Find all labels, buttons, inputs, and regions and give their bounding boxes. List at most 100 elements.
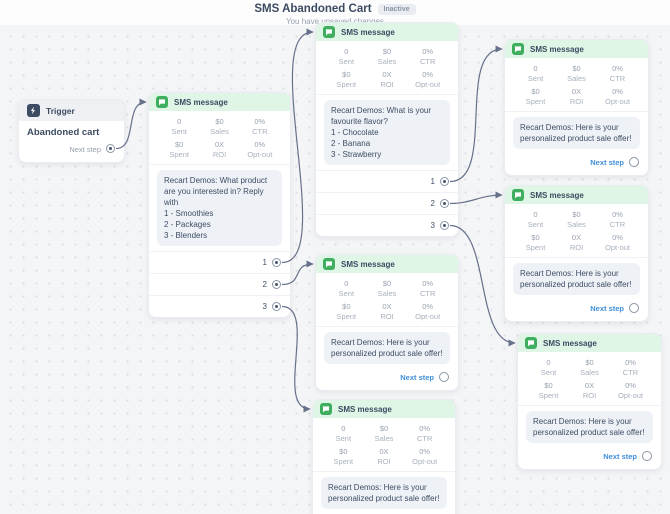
sms-node[interactable]: SMS message 0 Sent $0 Sales 0% CTR $0 Spent 0X RO… [504, 39, 649, 176]
next-step-row[interactable]: Next step [505, 300, 648, 321]
next-step-row[interactable]: Next step [316, 369, 458, 390]
stat-cell: 0% CTR [419, 47, 436, 66]
sms-node-header: SMS message [313, 400, 455, 418]
output-label: 1 [262, 258, 267, 267]
sms-node-header: SMS message [316, 23, 458, 41]
stat-cell: 0% CTR [609, 64, 626, 83]
sms-node-header: SMS message [505, 40, 648, 58]
output-label: 3 [430, 221, 435, 230]
sms-node-header: SMS message [505, 186, 648, 204]
trigger-node[interactable]: Trigger Abandoned cart Next step [18, 99, 125, 163]
stat-cell: 0% CTR [419, 279, 436, 298]
output-label: 1 [430, 177, 435, 186]
sms-message-icon [323, 258, 335, 270]
sms-message-text: Recart Demos: Here is your personalized … [526, 411, 653, 443]
trigger-next-step[interactable]: Next step [19, 140, 124, 162]
stat-cell: 0 Sent [335, 424, 352, 443]
stat-cell: 0 Sent [338, 47, 355, 66]
sms-stats: 0 Sent $0 Sales 0% CTR $0 Spent 0X ROI 0% Opt-out [505, 58, 648, 112]
stat-cell: 0X ROI [212, 140, 227, 159]
sms-node-title: SMS message [174, 97, 228, 107]
stat-cell: 0X ROI [380, 302, 394, 321]
unsaved-changes-note: You have unsaved changes [285, 17, 384, 26]
output-port[interactable] [642, 451, 652, 461]
stat-cell: 0X ROI [582, 381, 597, 400]
sms-node[interactable]: SMS message 0 Sent $0 Sales 0% CTR $0 Spent 0X RO… [312, 399, 456, 514]
output-row[interactable]: 2 [149, 273, 290, 295]
next-step-label: Next step [400, 372, 434, 382]
status-badge: Inactive [377, 3, 416, 15]
stat-cell: $0 Sales [567, 64, 586, 83]
output-port[interactable] [272, 280, 281, 289]
output-port[interactable] [440, 177, 449, 186]
stat-cell: $0 Spent [538, 381, 559, 400]
output-row[interactable]: 1 [316, 170, 458, 192]
sms-message-icon [156, 96, 168, 108]
sms-message-icon [512, 43, 524, 55]
stat-cell: 0% CTR [609, 210, 626, 229]
output-port[interactable] [629, 303, 639, 313]
lightning-bolt-icon [27, 104, 40, 117]
flow-title: SMS Abandoned Cart [254, 3, 372, 15]
output-row[interactable]: 3 [316, 214, 458, 236]
sms-message-text: Recart Demos: Here is your personalized … [513, 263, 640, 295]
sms-node-title: SMS message [530, 44, 584, 54]
stat-cell: $0 Sales [580, 358, 599, 377]
output-port[interactable] [439, 372, 449, 382]
stat-cell: 0X ROI [377, 447, 391, 466]
output-port[interactable] [272, 258, 281, 267]
stat-cell: 0% Opt-out [415, 302, 441, 321]
sms-stats: 0 Sent $0 Sales 0% CTR $0 Spent 0X ROI 0% Opt-out [505, 204, 648, 258]
sms-message-text: Recart Demos: What is your favourite fla… [324, 100, 450, 165]
output-port[interactable] [629, 157, 639, 167]
stat-cell: $0 Sales [567, 210, 586, 229]
next-step-label: Next step [603, 451, 637, 461]
stat-cell: 0% Opt-out [604, 87, 630, 106]
sms-message-text: Recart Demos: Here is your personalized … [513, 117, 640, 149]
stat-cell: $0 Sales [210, 117, 229, 136]
stat-cell: $0 Spent [336, 70, 357, 89]
next-step-label: Next step [590, 157, 624, 167]
stat-cell: 0% CTR [252, 117, 268, 136]
stat-cell: 0 Sent [338, 279, 355, 298]
flow-header: SMS Abandoned Cart Inactive You have uns… [0, 0, 670, 26]
stat-cell: 0 Sent [527, 210, 544, 229]
stat-cell: 0% Opt-out [412, 447, 438, 466]
stat-cell: 0X ROI [569, 87, 584, 106]
output-row[interactable]: 2 [316, 192, 458, 214]
output-port[interactable] [106, 144, 115, 153]
output-row[interactable]: 3 [149, 295, 290, 317]
sms-node[interactable]: SMS message 0 Sent $0 Sales 0% CTR $0 Spent 0X RO… [148, 92, 291, 318]
sms-node-header: SMS message [518, 334, 661, 352]
sms-node[interactable]: SMS message 0 Sent $0 Sales 0% CTR $0 Spent 0X RO… [504, 185, 649, 322]
sms-message-text: Recart Demos: What product are you inter… [157, 170, 282, 246]
stat-cell: 0% Opt-out [247, 140, 273, 159]
sms-node-header: SMS message [316, 255, 458, 273]
stat-cell: $0 Spent [336, 302, 357, 321]
sms-stats: 0 Sent $0 Sales 0% CTR $0 Spent 0X ROI 0% Opt-out [518, 352, 661, 406]
sms-message-text: Recart Demos: Here is your personalized … [321, 477, 447, 509]
stat-cell: 0% CTR [622, 358, 639, 377]
stat-cell: 0 Sent [540, 358, 557, 377]
stat-cell: 0 Sent [527, 64, 544, 83]
stat-cell: 0% Opt-out [617, 381, 643, 400]
output-port[interactable] [440, 199, 449, 208]
trigger-event-name: Abandoned cart [27, 127, 100, 138]
output-label: 2 [430, 199, 435, 208]
sms-message-text: Recart Demos: Here is your personalized … [324, 332, 450, 364]
output-port[interactable] [440, 221, 449, 230]
stat-cell: $0 Spent [333, 447, 354, 466]
output-port[interactable] [272, 302, 281, 311]
output-row[interactable]: 1 [149, 251, 290, 273]
sms-node[interactable]: SMS message 0 Sent $0 Sales 0% CTR $0 Spent 0X RO… [315, 22, 459, 237]
stat-cell: $0 Spent [169, 140, 189, 159]
next-step-row[interactable]: Next step [518, 448, 661, 469]
stat-cell: 0% CTR [416, 424, 433, 443]
stat-cell: $0 Sales [377, 279, 397, 298]
sms-node[interactable]: SMS message 0 Sent $0 Sales 0% CTR $0 Spent 0X RO… [315, 254, 459, 391]
sms-node[interactable]: SMS message 0 Sent $0 Sales 0% CTR $0 Spent 0X RO… [517, 333, 662, 470]
next-step-row[interactable]: Next step [505, 154, 648, 175]
next-step-label: Next step [590, 303, 624, 313]
trigger-node-title: Trigger [46, 105, 75, 116]
